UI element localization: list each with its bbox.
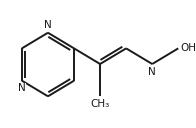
Text: CH₃: CH₃ bbox=[91, 99, 110, 109]
Text: N: N bbox=[148, 67, 156, 77]
Text: OH: OH bbox=[181, 43, 196, 53]
Text: N: N bbox=[44, 20, 52, 30]
Text: N: N bbox=[18, 83, 26, 93]
